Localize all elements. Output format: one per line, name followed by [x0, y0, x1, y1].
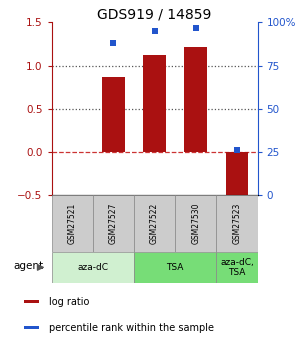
- Point: [193, 25, 198, 30]
- Point: [111, 40, 116, 46]
- Bar: [24, 326, 39, 329]
- Text: agent: agent: [13, 261, 43, 271]
- Point: [235, 147, 239, 153]
- Text: TSA: TSA: [166, 263, 184, 272]
- Title: GDS919 / 14859: GDS919 / 14859: [97, 7, 212, 21]
- Text: GSM27522: GSM27522: [150, 203, 159, 244]
- Bar: [216, 195, 258, 252]
- Text: aza-dC: aza-dC: [77, 263, 108, 272]
- Text: GSM27521: GSM27521: [68, 203, 77, 244]
- Text: percentile rank within the sample: percentile rank within the sample: [48, 323, 214, 333]
- Bar: [93, 195, 134, 252]
- Bar: [134, 195, 175, 252]
- Bar: [185, 47, 207, 152]
- Text: log ratio: log ratio: [48, 297, 89, 307]
- Text: aza-dC,
TSA: aza-dC, TSA: [220, 258, 254, 277]
- Bar: [52, 252, 134, 283]
- Bar: [175, 195, 216, 252]
- Text: GSM27527: GSM27527: [109, 203, 118, 244]
- Bar: [52, 195, 93, 252]
- Text: GSM27530: GSM27530: [191, 203, 200, 244]
- Bar: [216, 252, 258, 283]
- Bar: [226, 152, 248, 199]
- Text: GSM27523: GSM27523: [232, 203, 241, 244]
- Bar: [134, 252, 216, 283]
- Bar: [143, 55, 166, 152]
- Point: [152, 28, 157, 34]
- Bar: [102, 77, 125, 152]
- Bar: [24, 300, 39, 303]
